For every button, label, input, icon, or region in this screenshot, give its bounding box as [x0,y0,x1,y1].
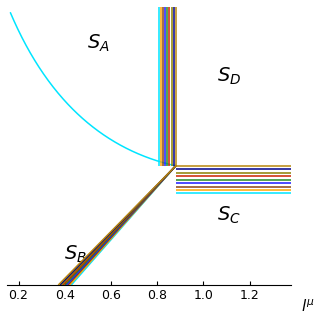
Text: $l^\mu$: $l^\mu$ [300,298,314,315]
Text: $S_A$: $S_A$ [86,32,109,54]
Text: $S_B$: $S_B$ [64,244,87,265]
Text: $S_D$: $S_D$ [217,66,241,87]
Text: $S_C$: $S_C$ [217,204,241,226]
